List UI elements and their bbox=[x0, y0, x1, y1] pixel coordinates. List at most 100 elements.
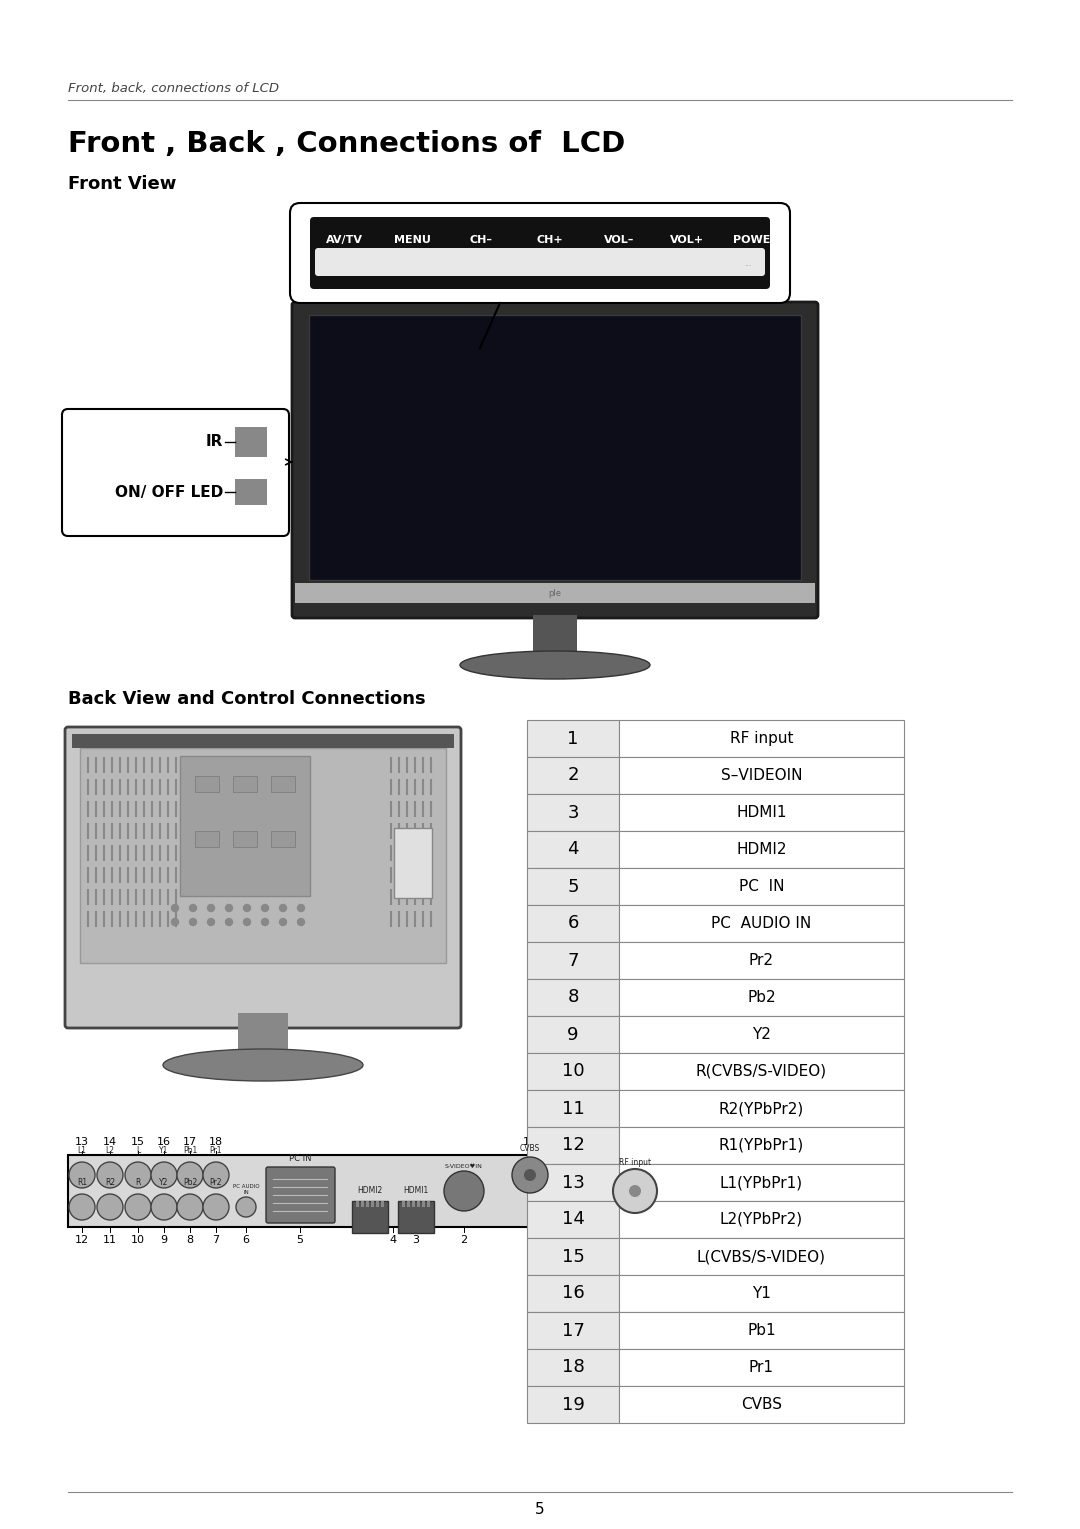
Text: R1: R1 bbox=[77, 1177, 87, 1187]
Circle shape bbox=[177, 1162, 203, 1188]
Bar bbox=[527, 757, 619, 794]
Text: 12: 12 bbox=[562, 1136, 584, 1154]
Text: 5: 5 bbox=[567, 878, 579, 896]
Circle shape bbox=[203, 1194, 229, 1220]
Bar bbox=[309, 315, 801, 579]
Text: 13: 13 bbox=[562, 1173, 584, 1191]
Bar bbox=[271, 777, 295, 792]
Text: HDMI2: HDMI2 bbox=[737, 842, 786, 856]
Text: 9: 9 bbox=[567, 1026, 579, 1043]
Text: 5: 5 bbox=[536, 1503, 544, 1517]
Text: 8: 8 bbox=[187, 1235, 193, 1245]
Text: Pb2: Pb2 bbox=[183, 1177, 198, 1187]
Text: VOL–: VOL– bbox=[604, 235, 634, 245]
Text: POWER: POWER bbox=[733, 235, 779, 245]
Text: VOL+: VOL+ bbox=[671, 235, 704, 245]
Text: HDMI2: HDMI2 bbox=[357, 1187, 382, 1196]
Text: ple: ple bbox=[549, 590, 562, 598]
Bar bbox=[417, 1200, 420, 1206]
Text: 19: 19 bbox=[562, 1396, 584, 1413]
Text: PC  AUDIO IN: PC AUDIO IN bbox=[712, 916, 812, 931]
Text: 5: 5 bbox=[297, 1235, 303, 1245]
Circle shape bbox=[226, 919, 232, 925]
Circle shape bbox=[243, 905, 251, 911]
Bar bbox=[527, 720, 619, 757]
Circle shape bbox=[237, 1197, 256, 1217]
Circle shape bbox=[189, 905, 197, 911]
Text: Pb1: Pb1 bbox=[183, 1147, 198, 1154]
Text: Pb1: Pb1 bbox=[747, 1323, 775, 1338]
Circle shape bbox=[629, 1185, 642, 1197]
Ellipse shape bbox=[163, 1049, 363, 1081]
Circle shape bbox=[512, 1157, 548, 1193]
Text: Pr1: Pr1 bbox=[750, 1359, 774, 1375]
Text: R: R bbox=[135, 1177, 140, 1187]
Bar bbox=[527, 1015, 619, 1053]
Text: Pr2: Pr2 bbox=[210, 1177, 222, 1187]
Circle shape bbox=[297, 905, 305, 911]
Text: R2: R2 bbox=[105, 1177, 116, 1187]
Text: CH+: CH+ bbox=[537, 235, 564, 245]
Bar bbox=[407, 1200, 410, 1206]
Bar bbox=[235, 427, 267, 457]
Bar bbox=[356, 1200, 359, 1206]
Text: RF input: RF input bbox=[730, 731, 793, 746]
Text: 7: 7 bbox=[567, 951, 579, 969]
Bar bbox=[619, 830, 904, 868]
Bar bbox=[399, 1200, 434, 1232]
FancyBboxPatch shape bbox=[65, 726, 461, 1027]
Bar bbox=[527, 979, 619, 1015]
Circle shape bbox=[207, 905, 215, 911]
Circle shape bbox=[261, 919, 269, 925]
Bar bbox=[376, 1200, 379, 1206]
Bar bbox=[372, 1200, 374, 1206]
Bar bbox=[619, 1164, 904, 1200]
Bar bbox=[619, 1053, 904, 1090]
Text: 2: 2 bbox=[460, 1235, 468, 1245]
Circle shape bbox=[226, 905, 232, 911]
Text: 12: 12 bbox=[75, 1235, 89, 1245]
Bar bbox=[619, 757, 904, 794]
Text: 4: 4 bbox=[390, 1235, 396, 1245]
Bar bbox=[619, 1090, 904, 1127]
Circle shape bbox=[125, 1162, 151, 1188]
Circle shape bbox=[280, 919, 286, 925]
Bar bbox=[394, 829, 432, 898]
Bar bbox=[619, 1127, 904, 1164]
Bar bbox=[527, 942, 619, 979]
Circle shape bbox=[280, 905, 286, 911]
Circle shape bbox=[69, 1162, 95, 1188]
FancyBboxPatch shape bbox=[291, 203, 789, 303]
Bar bbox=[534, 615, 577, 653]
Bar bbox=[619, 979, 904, 1015]
Bar bbox=[527, 1238, 619, 1275]
Text: IR: IR bbox=[205, 434, 222, 450]
Text: PC IN: PC IN bbox=[288, 1154, 311, 1164]
Bar bbox=[381, 1200, 384, 1206]
Bar bbox=[619, 1200, 904, 1238]
Text: Front, back, connections of LCD: Front, back, connections of LCD bbox=[68, 83, 279, 95]
Text: RF input: RF input bbox=[619, 1157, 651, 1167]
Text: R1(YPbPr1): R1(YPbPr1) bbox=[719, 1138, 805, 1153]
Text: Pr2: Pr2 bbox=[750, 953, 774, 968]
Text: 6: 6 bbox=[243, 1235, 249, 1245]
Text: 13: 13 bbox=[75, 1138, 89, 1147]
Bar bbox=[411, 1200, 415, 1206]
Text: 6: 6 bbox=[567, 914, 579, 933]
Bar bbox=[619, 1238, 904, 1275]
Bar bbox=[180, 755, 310, 896]
Bar bbox=[195, 830, 219, 847]
FancyBboxPatch shape bbox=[266, 1167, 335, 1223]
Text: 4: 4 bbox=[567, 841, 579, 858]
Text: S–VIDEOIN: S–VIDEOIN bbox=[720, 768, 802, 783]
Text: 16: 16 bbox=[157, 1138, 171, 1147]
Bar bbox=[366, 1200, 369, 1206]
Text: 17: 17 bbox=[183, 1138, 197, 1147]
Text: CVBS: CVBS bbox=[519, 1144, 540, 1153]
Text: 8: 8 bbox=[567, 989, 579, 1006]
Circle shape bbox=[97, 1162, 123, 1188]
Text: 9: 9 bbox=[161, 1235, 167, 1245]
Ellipse shape bbox=[460, 651, 650, 679]
Text: Y1: Y1 bbox=[752, 1286, 771, 1301]
Bar bbox=[195, 777, 219, 792]
